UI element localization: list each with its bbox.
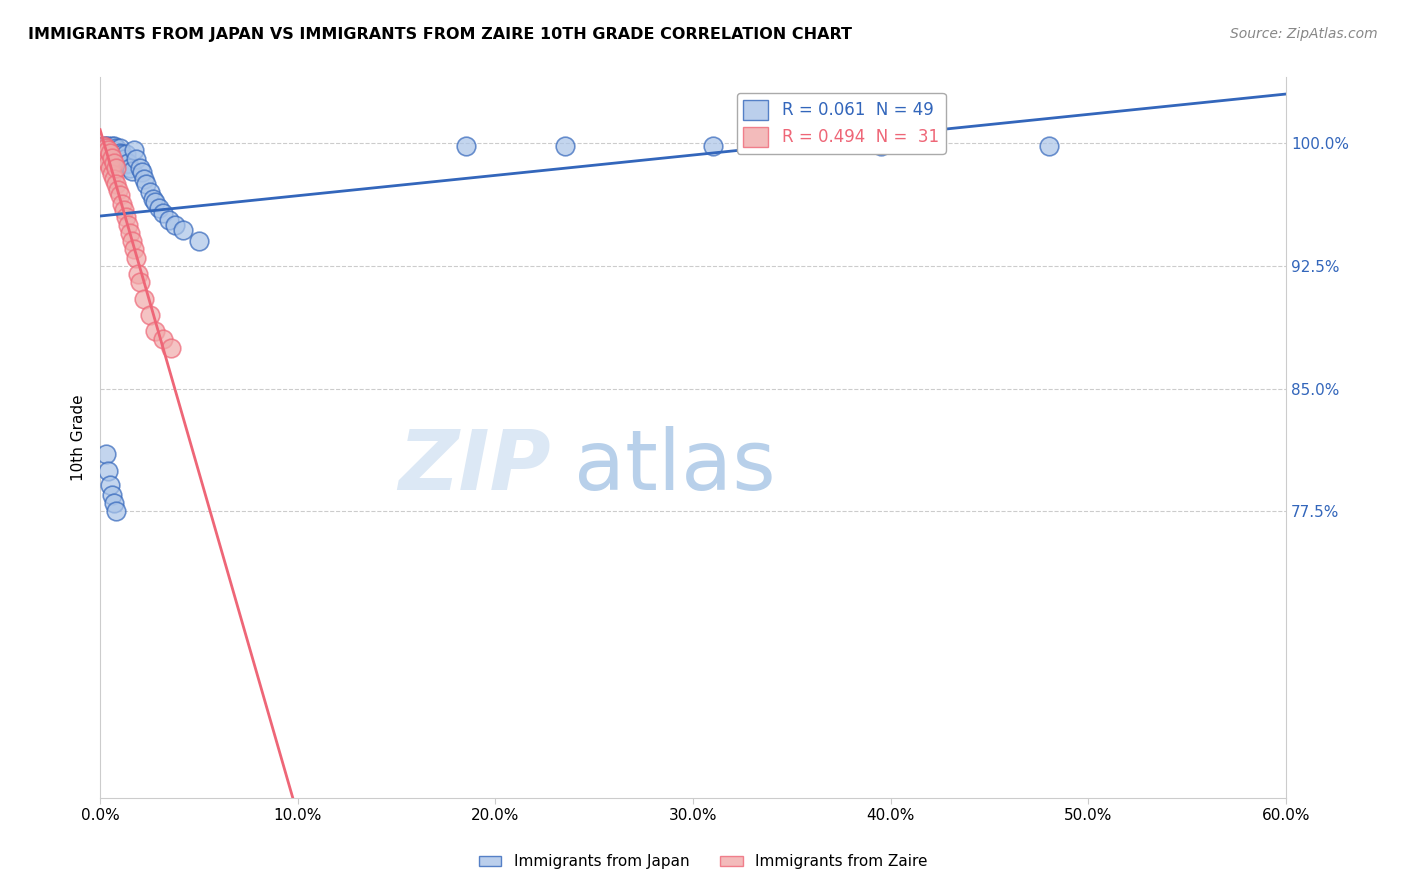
Point: [135, 177, 157, 191]
Point: [132, 292, 155, 306]
Point: [145, 324, 167, 338]
Point: [93, 139, 115, 153]
Point: [107, 184, 129, 198]
Point: [118, 161, 141, 175]
Point: [114, 147, 136, 161]
Point: [108, 141, 131, 155]
Point: [98, 141, 121, 155]
Point: [104, 147, 127, 161]
Point: [104, 177, 127, 191]
Point: [103, 172, 125, 186]
Point: [107, 151, 129, 165]
Point: [117, 218, 139, 232]
Point: [94, 139, 117, 153]
Point: [152, 333, 174, 347]
Point: [94, 153, 117, 167]
Point: [101, 488, 124, 502]
Point: [98, 151, 121, 165]
Point: [108, 188, 131, 202]
Point: [112, 153, 135, 167]
Point: [138, 308, 160, 322]
Point: [103, 155, 125, 169]
Text: ZIP: ZIP: [398, 426, 551, 507]
Point: [131, 165, 153, 179]
Point: [121, 234, 143, 248]
Point: [118, 226, 141, 240]
Text: IMMIGRANTS FROM JAPAN VS IMMIGRANTS FROM ZAIRE 10TH GRADE CORRELATION CHART: IMMIGRANTS FROM JAPAN VS IMMIGRANTS FROM…: [28, 27, 852, 42]
Point: [125, 251, 148, 265]
Point: [111, 196, 134, 211]
Point: [122, 243, 145, 257]
Point: [97, 143, 120, 157]
Point: [121, 163, 143, 178]
Point: [98, 161, 121, 175]
Point: [101, 143, 124, 157]
Point: [702, 139, 724, 153]
Point: [138, 185, 160, 199]
Point: [97, 155, 120, 169]
Point: [98, 145, 121, 160]
Point: [101, 139, 124, 153]
Point: [160, 341, 183, 355]
Point: [98, 478, 121, 492]
Point: [97, 139, 120, 153]
Point: [145, 194, 167, 209]
Point: [104, 161, 127, 175]
Point: [101, 167, 124, 181]
Legend: R = 0.061  N = 49, R = 0.494  N =  31: R = 0.061 N = 49, R = 0.494 N = 31: [737, 93, 946, 153]
Y-axis label: 10th Grade: 10th Grade: [72, 394, 86, 481]
Point: [1038, 139, 1060, 153]
Point: [104, 141, 127, 155]
Point: [103, 144, 125, 158]
Point: [148, 202, 170, 216]
Point: [132, 172, 155, 186]
Point: [93, 139, 115, 153]
Point: [117, 155, 139, 169]
Text: atlas: atlas: [575, 426, 776, 507]
Point: [142, 192, 165, 206]
Point: [114, 210, 136, 224]
Point: [114, 157, 136, 171]
Point: [94, 447, 117, 461]
Point: [93, 145, 115, 160]
Text: Source: ZipAtlas.com: Source: ZipAtlas.com: [1230, 27, 1378, 41]
Point: [554, 139, 576, 153]
Point: [869, 139, 891, 153]
Point: [101, 151, 124, 165]
Legend: Immigrants from Japan, Immigrants from Zaire: Immigrants from Japan, Immigrants from Z…: [472, 848, 934, 875]
Point: [187, 234, 209, 248]
Point: [104, 504, 127, 518]
Point: [172, 223, 194, 237]
Point: [112, 203, 135, 218]
Point: [125, 153, 148, 167]
Point: [454, 139, 477, 153]
Point: [165, 218, 187, 232]
Point: [127, 267, 149, 281]
Point: [103, 496, 125, 510]
Point: [94, 141, 117, 155]
Point: [111, 147, 134, 161]
Point: [98, 145, 121, 160]
Point: [157, 213, 180, 227]
Point: [103, 139, 125, 153]
Point: [108, 145, 131, 160]
Point: [97, 463, 120, 477]
Point: [152, 206, 174, 220]
Point: [128, 161, 150, 175]
Point: [97, 143, 120, 157]
Point: [128, 275, 150, 289]
Point: [122, 143, 145, 157]
